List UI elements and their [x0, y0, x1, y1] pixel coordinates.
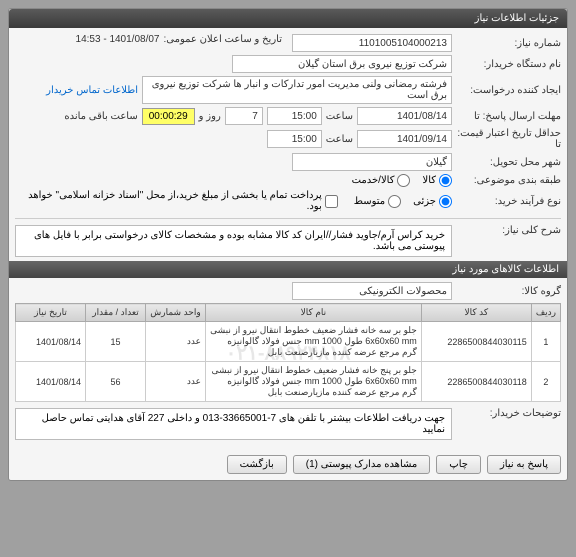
treasury-note: پرداخت تمام یا بخشی از مبلغ خرید،از محل … — [15, 190, 322, 212]
category-label: طبقه بندی موضوعی: — [456, 175, 561, 186]
remain-label: ساعت باقی مانده — [64, 111, 137, 122]
cell-date: 1401/08/14 — [16, 362, 86, 402]
cell-date: 1401/08/14 — [16, 322, 86, 362]
panel-body: شماره نیاز: 1101005104000213 تاریخ و ساع… — [9, 28, 567, 449]
buyer-note-label: توضیحات خریدار: — [456, 408, 561, 419]
cell-unit: عدد — [146, 322, 206, 362]
table-row: 22286500844030118جلو بر پنج خانه فشار ضع… — [16, 362, 561, 402]
back-button[interactable]: بازگشت — [227, 455, 287, 474]
cell-name: جلو بر پنج خانه فشار ضعیف خطوط انتقال نی… — [206, 362, 422, 402]
table-header-row: ردیف کد کالا نام کالا واحد شمارش تعداد /… — [16, 304, 561, 322]
cell-code: 2286500844030115 — [421, 322, 531, 362]
org-value: شرکت توزیع نیروی برق استان گیلان — [232, 55, 452, 73]
deadline-label: مهلت ارسال پاسخ: تا — [456, 111, 561, 122]
col-name: نام کالا — [206, 304, 422, 322]
radio-med[interactable]: متوسط — [354, 195, 401, 208]
radio-service[interactable]: کالا/خدمت — [352, 174, 411, 187]
countdown-timer: 00:00:29 — [142, 108, 195, 125]
time-label-2: ساعت — [326, 134, 353, 145]
creator-value: فرشته رمضانی ولنی مدیریت امور تدارکات و … — [142, 76, 452, 104]
need-no-label: شماره نیاز: — [456, 38, 561, 49]
validity-date: 1401/09/14 — [357, 130, 452, 148]
radio-service-input[interactable] — [397, 174, 410, 187]
deadline-date: 1401/08/14 — [357, 107, 452, 125]
announce-value: 1401/08/07 - 14:53 — [76, 34, 160, 45]
reply-button[interactable]: پاسخ به نیاز — [487, 455, 561, 474]
contact-link[interactable]: اطلاعات تماس خریدار — [46, 85, 138, 96]
button-row: پاسخ به نیاز چاپ مشاهده مدارک پیوستی (1)… — [9, 449, 567, 480]
category-radio-group: کالا کالا/خدمت — [352, 174, 452, 187]
attachments-button[interactable]: مشاهده مدارک پیوستی (1) — [293, 455, 431, 474]
cell-unit: عدد — [146, 362, 206, 402]
days-value: 7 — [225, 107, 263, 125]
creator-label: ایجاد کننده درخواست: — [456, 85, 561, 96]
cell-idx: 1 — [531, 322, 560, 362]
summary-label: شرح کلی نیاز: — [456, 225, 561, 236]
col-idx: ردیف — [531, 304, 560, 322]
treasury-checkbox[interactable] — [325, 195, 338, 208]
delivery-city-label: شهر محل تحویل: — [456, 157, 561, 168]
validity-time: 15:00 — [267, 130, 322, 148]
goods-section-title: اطلاعات کالاهای مورد نیاز — [9, 261, 567, 278]
validity-label: حداقل تاریخ اعتبار قیمت: تا — [456, 128, 561, 150]
radio-small[interactable]: جزئی — [413, 195, 452, 208]
time-label-1: ساعت — [326, 111, 353, 122]
cell-name: جلو بر سه خانه فشار ضعیف خطوط انتقال نیر… — [206, 322, 422, 362]
col-code: کد کالا — [421, 304, 531, 322]
table-row: 12286500844030115جلو بر سه خانه فشار ضعی… — [16, 322, 561, 362]
announce-label: تاریخ و ساعت اعلان عمومی: — [164, 34, 283, 45]
col-unit: واحد شمارش — [146, 304, 206, 322]
table-wrap: ردیف کد کالا نام کالا واحد شمارش تعداد /… — [15, 303, 561, 402]
panel-title: جزئیات اطلاعات نیاز — [9, 9, 567, 28]
radio-small-input[interactable] — [439, 195, 452, 208]
cell-idx: 2 — [531, 362, 560, 402]
org-label: نام دستگاه خریدار: — [456, 59, 561, 70]
cell-qty: 15 — [86, 322, 146, 362]
days-label: روز و — [199, 111, 221, 122]
summary-text: خرید کراس آرم/جاوید فشار//ایران کد کالا … — [15, 225, 452, 257]
need-no-value: 1101005104000213 — [292, 34, 452, 52]
buyer-note-text: جهت دریافت اطلاعات بیشتر با تلفن های 7-3… — [15, 408, 452, 440]
proc-radio-group: جزئی متوسط — [354, 195, 452, 208]
deadline-time: 15:00 — [267, 107, 322, 125]
radio-med-input[interactable] — [388, 195, 401, 208]
col-date: تاریخ نیاز — [16, 304, 86, 322]
group-value: محصولات الکترونیکی — [292, 282, 452, 300]
col-qty: تعداد / مقدار — [86, 304, 146, 322]
treasury-checkbox-item[interactable]: پرداخت تمام یا بخشی از مبلغ خرید،از محل … — [15, 190, 338, 212]
radio-goods-input[interactable] — [439, 174, 452, 187]
delivery-city-value: گیلان — [292, 153, 452, 171]
goods-table: ردیف کد کالا نام کالا واحد شمارش تعداد /… — [15, 303, 561, 402]
radio-goods[interactable]: کالا — [422, 174, 452, 187]
group-label: گروه کالا: — [456, 286, 561, 297]
print-button[interactable]: چاپ — [436, 455, 481, 474]
cell-qty: 56 — [86, 362, 146, 402]
proc-label: نوع فرآیند خرید: — [456, 196, 561, 207]
cell-code: 2286500844030118 — [421, 362, 531, 402]
main-panel: جزئیات اطلاعات نیاز شماره نیاز: 11010051… — [8, 8, 568, 481]
